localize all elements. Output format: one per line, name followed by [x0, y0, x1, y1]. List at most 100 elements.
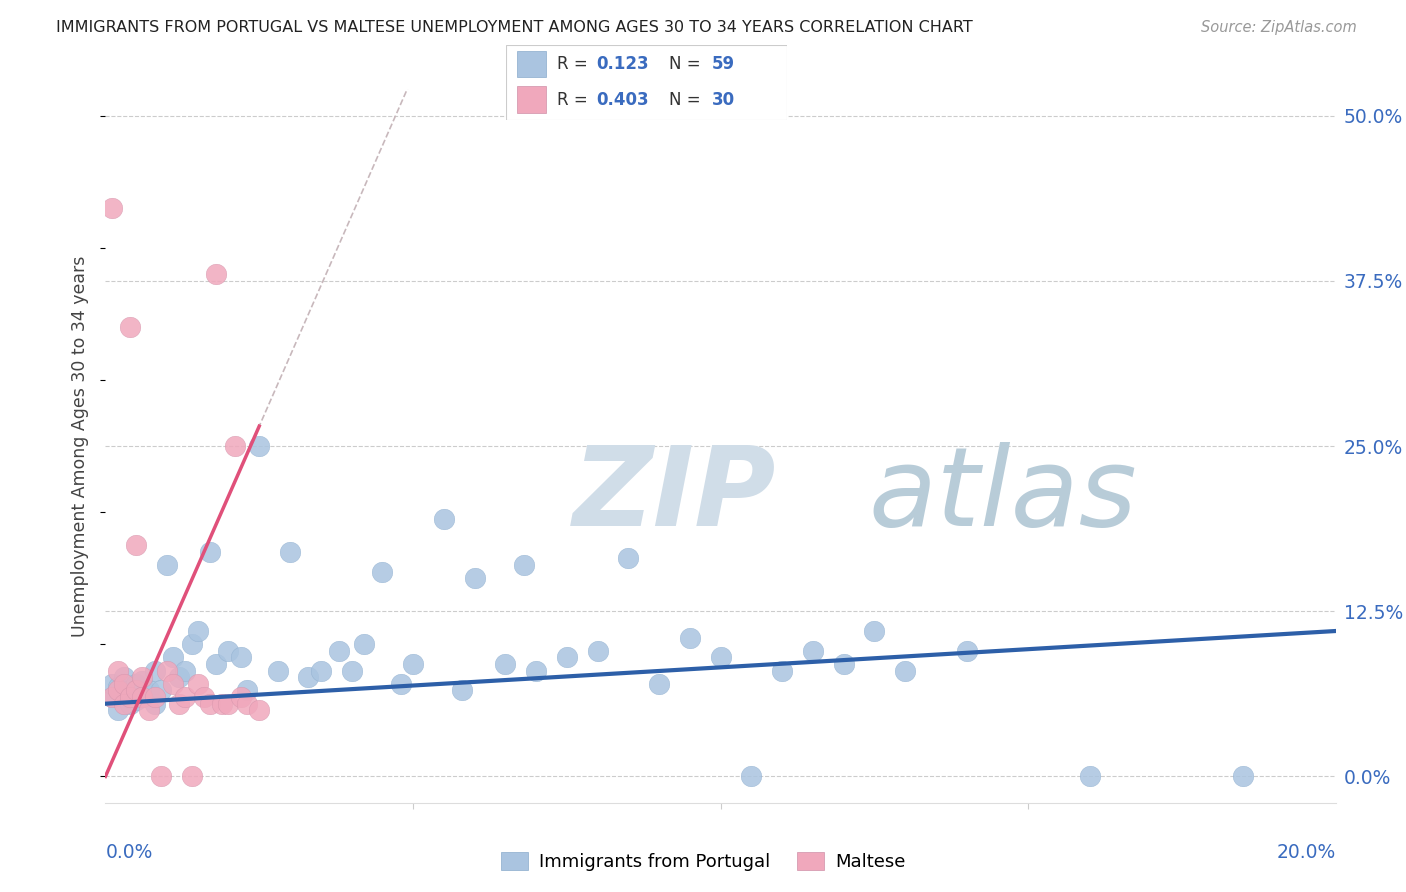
- Point: [131, 670, 153, 684]
- Point: [740, 769, 762, 783]
- Text: atlas: atlas: [869, 442, 1137, 549]
- Point: [617, 551, 640, 566]
- Point: [112, 697, 135, 711]
- Point: [162, 650, 184, 665]
- Point: [402, 657, 425, 671]
- Point: [120, 683, 141, 698]
- Point: [494, 657, 516, 671]
- Point: [297, 670, 319, 684]
- Legend: Immigrants from Portugal, Maltese: Immigrants from Portugal, Maltese: [494, 846, 912, 879]
- Point: [1232, 769, 1254, 783]
- Point: [131, 674, 153, 689]
- Text: Source: ZipAtlas.com: Source: ZipAtlas.com: [1201, 20, 1357, 35]
- Point: [389, 677, 412, 691]
- Text: N =: N =: [669, 55, 706, 73]
- Point: [770, 664, 793, 678]
- Point: [586, 644, 609, 658]
- Point: [198, 697, 221, 711]
- Point: [143, 697, 166, 711]
- Point: [524, 664, 547, 678]
- Text: 0.123: 0.123: [596, 55, 648, 73]
- Point: [224, 439, 246, 453]
- Bar: [517, 51, 546, 78]
- Point: [198, 545, 221, 559]
- Point: [205, 657, 228, 671]
- Point: [187, 624, 209, 638]
- Y-axis label: Unemployment Among Ages 30 to 34 years: Unemployment Among Ages 30 to 34 years: [72, 255, 90, 637]
- Point: [149, 683, 172, 698]
- Point: [138, 703, 160, 717]
- Point: [513, 558, 536, 572]
- Text: R =: R =: [557, 91, 593, 109]
- Point: [112, 677, 135, 691]
- Point: [371, 565, 394, 579]
- Point: [156, 664, 179, 678]
- Point: [187, 677, 209, 691]
- Point: [309, 664, 332, 678]
- Point: [107, 664, 129, 678]
- Point: [863, 624, 886, 638]
- Point: [180, 637, 202, 651]
- Point: [451, 683, 474, 698]
- Point: [107, 683, 129, 698]
- Point: [679, 631, 702, 645]
- Point: [107, 680, 129, 694]
- Point: [149, 769, 172, 783]
- Point: [112, 670, 135, 684]
- Point: [433, 511, 456, 525]
- Point: [100, 690, 122, 704]
- Point: [174, 690, 197, 704]
- Point: [125, 683, 148, 698]
- Point: [229, 650, 252, 665]
- Point: [956, 644, 979, 658]
- Point: [156, 558, 179, 572]
- Point: [120, 690, 141, 704]
- Point: [218, 697, 240, 711]
- Point: [801, 644, 824, 658]
- Text: 0.403: 0.403: [596, 91, 648, 109]
- Point: [648, 677, 671, 691]
- Point: [894, 664, 917, 678]
- Point: [247, 703, 270, 717]
- Text: 30: 30: [711, 91, 734, 109]
- Point: [710, 650, 733, 665]
- Point: [138, 683, 160, 698]
- Point: [180, 769, 202, 783]
- Point: [100, 690, 122, 704]
- Point: [229, 690, 252, 704]
- Point: [131, 690, 153, 704]
- Text: 20.0%: 20.0%: [1277, 843, 1336, 862]
- Point: [205, 267, 228, 281]
- Point: [174, 664, 197, 678]
- Bar: [517, 87, 546, 112]
- Point: [125, 677, 148, 691]
- Point: [125, 538, 148, 552]
- Point: [120, 320, 141, 334]
- Point: [353, 637, 375, 651]
- Point: [278, 545, 301, 559]
- Point: [832, 657, 855, 671]
- Point: [211, 697, 233, 711]
- Text: 59: 59: [711, 55, 734, 73]
- Point: [169, 670, 191, 684]
- Point: [112, 690, 135, 704]
- Point: [131, 690, 153, 704]
- FancyBboxPatch shape: [506, 45, 787, 120]
- Text: 0.0%: 0.0%: [105, 843, 153, 862]
- Point: [218, 644, 240, 658]
- Point: [236, 683, 259, 698]
- Point: [555, 650, 578, 665]
- Point: [162, 677, 184, 691]
- Point: [193, 690, 215, 704]
- Text: ZIP: ZIP: [574, 442, 776, 549]
- Point: [247, 439, 270, 453]
- Text: N =: N =: [669, 91, 706, 109]
- Point: [100, 201, 122, 215]
- Point: [143, 690, 166, 704]
- Point: [125, 692, 148, 706]
- Text: IMMIGRANTS FROM PORTUGAL VS MALTESE UNEMPLOYMENT AMONG AGES 30 TO 34 YEARS CORRE: IMMIGRANTS FROM PORTUGAL VS MALTESE UNEM…: [56, 20, 973, 35]
- Point: [143, 664, 166, 678]
- Text: R =: R =: [557, 55, 593, 73]
- Point: [120, 697, 141, 711]
- Point: [100, 677, 122, 691]
